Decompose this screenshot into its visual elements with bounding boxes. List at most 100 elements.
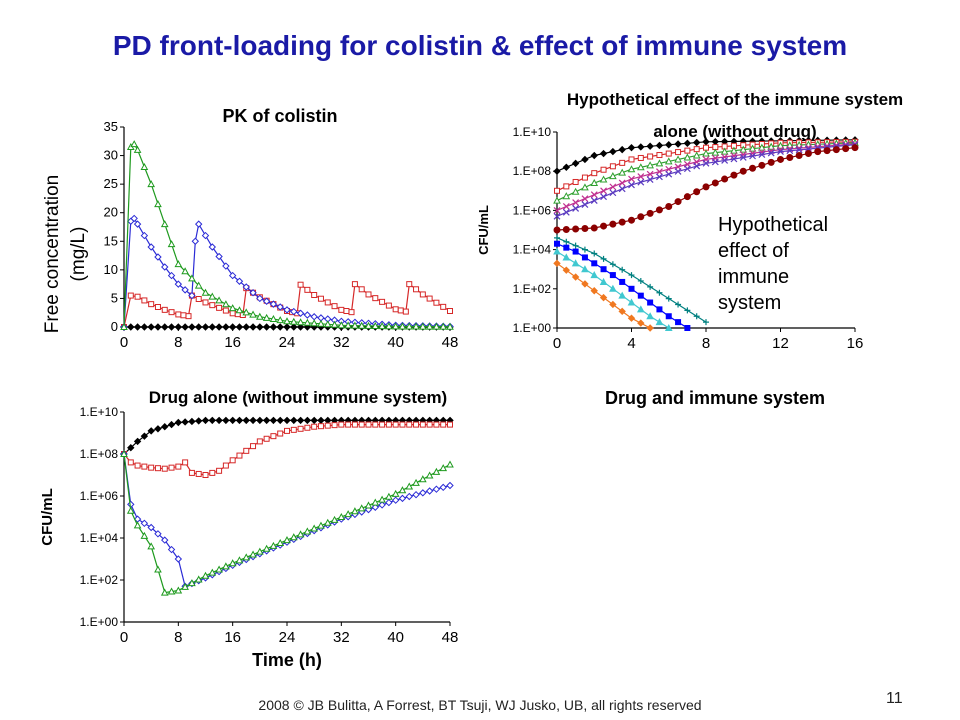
data-point (154, 253, 162, 261)
data-point (419, 489, 427, 497)
data-point (209, 469, 216, 476)
data-point (433, 299, 440, 306)
x-tick-label: 16 (224, 334, 241, 351)
data-point (405, 482, 414, 490)
data-point (303, 318, 312, 326)
data-point (675, 301, 682, 308)
series-line (553, 138, 859, 204)
data-point (600, 187, 607, 195)
data-point (140, 323, 149, 331)
data-point (216, 304, 223, 311)
annotation-text: Hypothetical effect of immune system (718, 214, 829, 314)
data-point (385, 322, 393, 330)
data-point (208, 243, 216, 251)
data-point (553, 196, 561, 204)
x-tick-label: 4 (627, 335, 635, 352)
y-tick-label: 1.E+00 (513, 321, 552, 335)
data-point (371, 503, 379, 511)
data-point (646, 209, 654, 217)
data-point (609, 272, 616, 279)
data-point (636, 163, 645, 171)
data-point (600, 255, 607, 262)
data-point (147, 523, 155, 532)
data-point (161, 422, 169, 431)
data-point (637, 292, 644, 299)
data-point (553, 206, 561, 214)
chart-title-pk: PK of colistin (222, 106, 338, 126)
data-point (628, 216, 635, 224)
data-point (385, 302, 392, 309)
data-point (683, 153, 692, 161)
data-point (269, 314, 278, 322)
data-point (174, 280, 183, 288)
x-tick-label: 32 (333, 629, 350, 646)
data-point (365, 421, 372, 428)
data-point (572, 205, 580, 212)
data-point (627, 298, 636, 306)
data-point (581, 246, 588, 253)
data-point (637, 319, 645, 327)
data-point (372, 421, 379, 428)
data-point (618, 145, 626, 154)
data-point (693, 313, 700, 320)
data-point (297, 425, 304, 432)
data-point (228, 304, 237, 312)
data-point (665, 150, 672, 157)
data-point (296, 323, 305, 331)
data-point (591, 170, 598, 177)
data-point (201, 231, 210, 240)
data-point (161, 536, 169, 544)
series-line (121, 421, 453, 478)
data-point (405, 492, 413, 501)
data-point (553, 247, 561, 255)
x-tick-label: 8 (702, 335, 710, 352)
data-point (721, 175, 729, 183)
data-point (553, 167, 561, 175)
data-point (242, 323, 250, 331)
y-tick-label: 1.E+04 (80, 531, 119, 545)
data-point (599, 175, 608, 183)
data-point (618, 168, 627, 176)
data-point (720, 147, 729, 155)
data-point (140, 531, 149, 539)
data-point (739, 167, 747, 175)
data-point (201, 571, 210, 579)
data-point (276, 323, 284, 331)
data-point (331, 422, 338, 429)
data-point (599, 149, 608, 158)
data-point (646, 176, 654, 183)
data-point (711, 158, 719, 166)
data-point (730, 171, 738, 179)
data-point (161, 465, 168, 472)
data-point (195, 296, 202, 302)
data-point (804, 150, 812, 158)
data-point (562, 226, 570, 234)
data-point (391, 322, 400, 330)
data-point (277, 430, 284, 437)
data-point (344, 510, 352, 518)
x-tick-label: 8 (174, 334, 182, 351)
data-point (256, 416, 264, 425)
data-point (664, 323, 673, 331)
data-point (646, 142, 654, 150)
data-point (154, 425, 162, 433)
data-point (571, 159, 580, 168)
chart-title-drug-immune: Drug and immune system (604, 388, 826, 408)
data-point (572, 242, 579, 249)
data-point (195, 220, 203, 228)
data-point (777, 148, 784, 156)
data-point (269, 323, 278, 331)
y-tick-label: 30 (104, 148, 118, 163)
data-point (646, 324, 654, 332)
data-point (440, 303, 447, 310)
data-point (433, 421, 440, 428)
data-point (351, 281, 358, 288)
data-point (351, 321, 359, 329)
y-axis-label: CFU/mL (39, 488, 56, 546)
data-point (371, 498, 380, 506)
data-point (581, 183, 589, 191)
data-point (814, 148, 822, 156)
data-point (637, 178, 645, 186)
data-point (160, 220, 169, 228)
